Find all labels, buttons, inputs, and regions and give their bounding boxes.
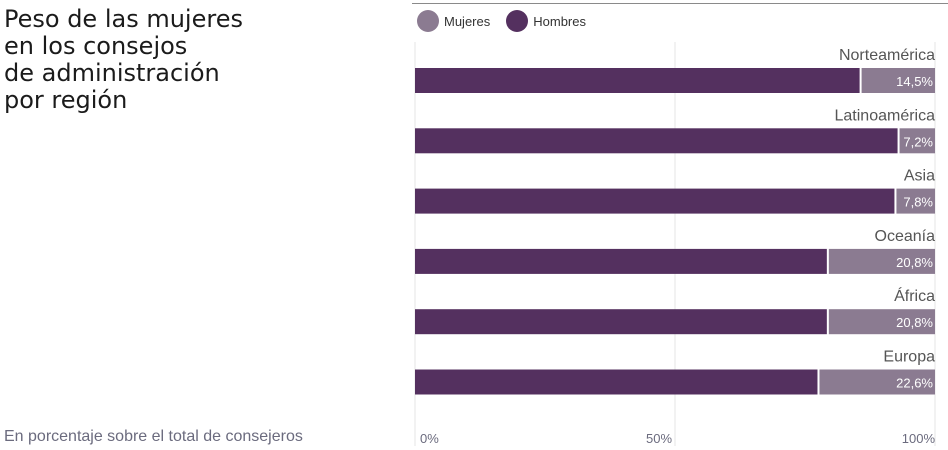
value-label-women: 20,8% bbox=[896, 315, 933, 330]
bar-segment-men bbox=[415, 128, 898, 154]
bar-segment-men bbox=[415, 309, 827, 335]
x-tick-label: 100% bbox=[902, 431, 936, 446]
legend: Mujeres Hombres bbox=[417, 10, 602, 32]
top-rule bbox=[412, 3, 948, 4]
value-label-women: 22,6% bbox=[896, 376, 933, 391]
chart-subtitle: En porcentaje sobre el total de consejer… bbox=[4, 428, 303, 445]
bar-segment-women bbox=[899, 128, 935, 154]
region-label: Latinoamérica bbox=[835, 107, 936, 124]
region-label: Europa bbox=[883, 349, 935, 366]
chart-title: Peso de las mujeres en los consejos de a… bbox=[4, 5, 243, 114]
bar-segment-women bbox=[819, 369, 935, 395]
value-label-women: 7,2% bbox=[903, 134, 933, 149]
region-label: África bbox=[894, 286, 935, 305]
value-label-women: 7,8% bbox=[903, 195, 933, 210]
bar-segment-men bbox=[415, 68, 860, 93]
legend-swatch-men bbox=[506, 10, 529, 32]
bar-segment-women bbox=[861, 68, 935, 93]
legend-swatch-women bbox=[417, 10, 439, 32]
bar-segment-men bbox=[415, 369, 818, 395]
bar-segment-men bbox=[415, 188, 895, 214]
region-label: Oceanía bbox=[875, 228, 936, 245]
legend-item-men: Hombres bbox=[506, 10, 586, 32]
region-label: Asia bbox=[904, 168, 935, 185]
legend-label-women: Mujeres bbox=[444, 13, 491, 29]
legend-item-women: Mujeres bbox=[417, 10, 490, 32]
bar-segment-women bbox=[896, 188, 935, 214]
bar-segment-women bbox=[828, 309, 935, 335]
value-label-women: 14,5% bbox=[896, 74, 933, 89]
value-label-women: 20,8% bbox=[896, 255, 933, 270]
x-tick-label: 0% bbox=[420, 431, 439, 446]
x-tick-label: 50% bbox=[646, 431, 672, 446]
legend-label-men: Hombres bbox=[533, 13, 586, 29]
bar-segment-men bbox=[415, 248, 827, 274]
region-label: Norteamérica bbox=[839, 47, 935, 64]
bar-segment-women bbox=[828, 248, 935, 274]
